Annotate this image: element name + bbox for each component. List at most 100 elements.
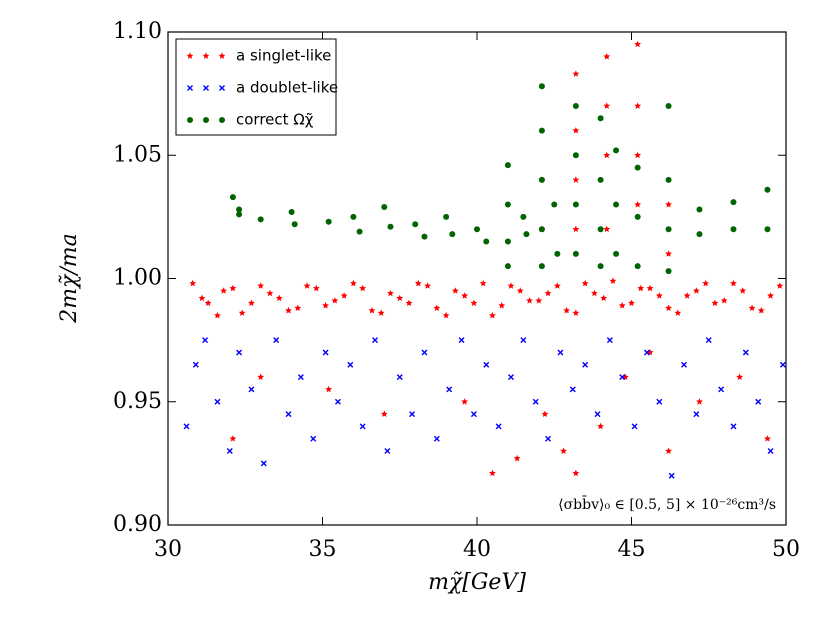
x-point — [384, 448, 391, 455]
star-point — [603, 225, 611, 233]
star-point — [526, 297, 533, 304]
circle-point — [572, 102, 579, 109]
star-point — [739, 287, 747, 294]
star-point — [303, 282, 311, 289]
star-point — [340, 292, 348, 299]
x-point — [458, 337, 465, 344]
x-point — [334, 398, 341, 405]
star-point — [618, 302, 626, 309]
x-point — [260, 460, 267, 467]
star-point — [637, 284, 645, 292]
star-point — [489, 311, 496, 319]
x-point — [470, 411, 477, 418]
star-point — [414, 279, 422, 287]
star-point — [634, 40, 642, 48]
x-point — [779, 361, 786, 368]
x-point — [631, 423, 638, 430]
star-point — [498, 302, 506, 309]
legend-box — [175, 38, 337, 136]
x-point — [236, 349, 243, 356]
circle-point — [449, 231, 456, 238]
star-point — [266, 289, 274, 297]
star-point — [603, 151, 611, 159]
circle-point — [325, 218, 332, 225]
x-tick-label: 50 — [772, 537, 800, 562]
annotation: ⟨σbb̄v⟩₀ ∈ [0.5, 5] × 10⁻²⁶cm³/s — [558, 495, 776, 513]
circle-point — [597, 115, 604, 122]
circle-point — [350, 213, 357, 220]
circle-point — [483, 238, 490, 245]
x-point — [396, 374, 403, 381]
star-point — [696, 398, 703, 405]
star-point — [229, 435, 237, 442]
circle-point — [730, 199, 737, 206]
star-point — [572, 225, 580, 233]
x-axis-label: mχ̃[GeV] — [428, 570, 526, 595]
circle-point — [288, 208, 295, 215]
star-point — [442, 311, 450, 319]
circle-point — [257, 216, 264, 223]
circle-point — [696, 206, 703, 213]
circle-point — [538, 176, 545, 183]
star-point — [767, 292, 774, 299]
x-tick-label: 40 — [463, 537, 491, 562]
circle-point — [597, 263, 604, 270]
circle-point — [387, 223, 394, 230]
x-point — [202, 337, 209, 344]
star-point — [220, 287, 227, 294]
star-point — [572, 70, 580, 77]
star-point — [507, 282, 515, 289]
legend: a singlet-like a doublet-like correct Ωχ̃ — [175, 38, 338, 136]
star-point — [683, 292, 691, 299]
x-point — [495, 423, 502, 430]
x-point — [421, 349, 428, 356]
star-point — [563, 306, 570, 314]
circle-point — [523, 231, 530, 238]
x-point — [203, 85, 209, 91]
star-point — [198, 294, 206, 302]
star-point — [560, 447, 567, 454]
star-point — [776, 282, 784, 289]
circle-point — [554, 250, 561, 257]
star-point — [331, 297, 339, 304]
star-point — [513, 454, 521, 462]
star-point — [572, 127, 580, 134]
x-point — [372, 337, 379, 344]
star-point — [202, 52, 210, 59]
circle-point — [538, 83, 545, 90]
star-point — [572, 469, 580, 477]
star-point — [189, 279, 197, 287]
star-point — [665, 201, 672, 208]
circle-point — [421, 233, 428, 240]
star-point — [377, 309, 385, 316]
star-point — [711, 299, 719, 307]
circle-point — [229, 194, 236, 201]
star-point — [433, 304, 441, 311]
x-point — [507, 374, 514, 381]
x-point — [668, 472, 675, 479]
x-tick-label: 45 — [618, 537, 646, 562]
x-point — [192, 361, 199, 368]
x-point — [594, 411, 601, 418]
x-tick-label: 35 — [309, 537, 337, 562]
x-point — [656, 398, 663, 405]
x-point — [483, 361, 490, 368]
x-point — [446, 386, 453, 393]
star-point — [544, 289, 552, 297]
star-point — [516, 287, 524, 294]
star-point — [736, 373, 744, 380]
x-point — [582, 361, 589, 368]
y-tick-label: 1.10 — [113, 19, 162, 44]
x-point — [742, 349, 749, 356]
star-point — [218, 52, 226, 59]
x-tick-label: 30 — [154, 537, 182, 562]
star-point — [572, 309, 580, 316]
star-point — [257, 282, 265, 289]
star-point — [405, 299, 413, 307]
x-point — [226, 448, 233, 455]
star-point — [294, 304, 302, 311]
star-point — [489, 469, 496, 477]
star-point — [325, 385, 333, 393]
circle-point — [187, 117, 193, 123]
